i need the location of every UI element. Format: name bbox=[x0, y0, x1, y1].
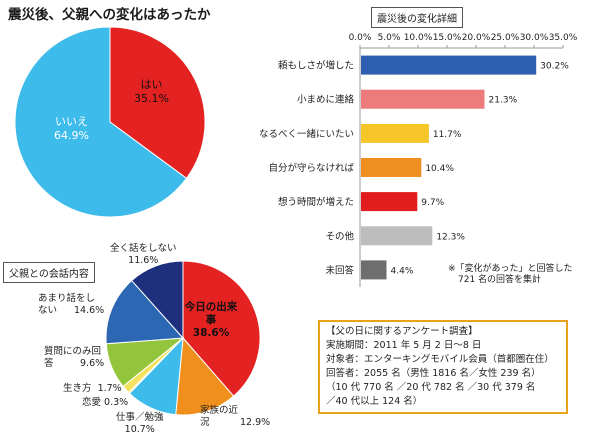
pie1-slice-0 bbox=[109, 26, 206, 180]
pie2-label-rarely: あまり話をしない 14.6% bbox=[38, 293, 104, 317]
pie2-work-name: 仕事／勉強 bbox=[116, 412, 164, 423]
bar-5 bbox=[361, 226, 433, 246]
pie2-love-name: 恋愛 bbox=[82, 397, 102, 408]
bar-3 bbox=[361, 158, 422, 177]
pie2-chart bbox=[105, 260, 261, 416]
pie2-label-work: 仕事／勉強 10.7% bbox=[116, 412, 164, 436]
bar-6 bbox=[361, 260, 387, 280]
bar-value-label-3: 10.4% bbox=[425, 164, 454, 174]
pie2-life-name: 生き方 bbox=[63, 383, 92, 394]
pie2-love-value: 0.3% bbox=[104, 397, 129, 408]
pie1-chart bbox=[14, 26, 206, 218]
bar-tick-label-1: 5.0% bbox=[378, 33, 401, 43]
pie1-no-value: 64.9% bbox=[54, 129, 89, 142]
pie2-label-love: 恋愛 0.3% bbox=[82, 397, 128, 409]
pie2-slice-1 bbox=[175, 336, 235, 416]
bar-value-label-6: 4.4% bbox=[391, 266, 414, 276]
pie2-never-name: 全く話をしない bbox=[110, 243, 177, 254]
bar-category-label-4: 想う時間が増えた bbox=[278, 196, 354, 208]
survey-period: 実施期間：2011 年 5 月 2 日〜8 日 bbox=[326, 340, 482, 351]
survey-respondents: 回答者：2055 名（男性 1816 名／女性 239 名） bbox=[326, 368, 541, 379]
bar-category-label-6: 未回答 bbox=[325, 264, 354, 276]
pie2-never-value: 11.6% bbox=[128, 255, 159, 266]
bar-note: ※「変化があった」と回答した 721 名の回答を集計 bbox=[448, 264, 573, 286]
bar-value-label-2: 11.7% bbox=[433, 130, 462, 140]
survey-info-box: 【父の日に関するアンケート調査】 実施期間：2011 年 5 月 2 日〜8 日… bbox=[318, 320, 568, 414]
pie2-today-name: 今日の出来事 bbox=[184, 301, 238, 326]
pie2-answer-value: 9.6% bbox=[80, 358, 105, 369]
bar-tick-label-7: 35.0% bbox=[549, 33, 578, 43]
bar-4 bbox=[361, 192, 418, 212]
pie1-no-name: いいえ bbox=[54, 115, 88, 128]
pie2-rarely-value: 14.6% bbox=[74, 305, 105, 316]
pie2-slice-0 bbox=[182, 260, 261, 397]
bar-tick-label-4: 20.0% bbox=[462, 33, 491, 43]
bar-tick-label-6: 30.0% bbox=[520, 33, 549, 43]
survey-target: 対象者：エンターキングモバイル会員（首都圏在住） bbox=[326, 354, 554, 365]
bar-category-label-0: 頼もしさが増した bbox=[278, 60, 354, 72]
bar-category-label-5: その他 bbox=[325, 230, 354, 242]
bar-value-label-0: 30.2% bbox=[540, 62, 569, 72]
pie2-family-value: 12.9% bbox=[240, 417, 271, 428]
bar-category-label-1: 小まめに連絡 bbox=[297, 94, 355, 106]
pie2-slice-6 bbox=[105, 279, 185, 345]
bar-note-line-2: 721 名の回答を集計 bbox=[458, 275, 542, 285]
pie2-life-value: 1.7% bbox=[97, 383, 122, 394]
pie2-label-today: 今日の出来事 38.6% bbox=[184, 301, 238, 340]
survey-age-breakdown-2: ／40 代以上 124 名） bbox=[326, 396, 423, 407]
bar-category-label-2: なるべく一緒にいたい bbox=[259, 128, 354, 140]
pie1-label-yes: はい 35.1% bbox=[134, 78, 169, 106]
bar-chart-title: 震災後の変化詳細 bbox=[371, 7, 463, 28]
pie2-label-answer: 質問にのみ回答 9.6% bbox=[44, 346, 108, 370]
pie2-label-family: 家族の近況 12.9% bbox=[200, 405, 270, 429]
pie2-answer-name: 質問にのみ回答 bbox=[44, 346, 102, 369]
pie2-label-life: 生き方 1.7% bbox=[63, 383, 122, 395]
pie1-yes-name: はい bbox=[140, 78, 163, 91]
bar-1 bbox=[361, 89, 485, 109]
pie1-yes-value: 35.1% bbox=[134, 92, 169, 105]
pie1-title: 震災後、父親への変化はあったか bbox=[8, 7, 211, 23]
bar-0 bbox=[361, 55, 537, 75]
pie2-rarely-name: あまり話をしない bbox=[38, 293, 96, 316]
bar-value-label-4: 9.7% bbox=[421, 198, 444, 208]
bar-tick-label-5: 25.0% bbox=[491, 33, 520, 43]
bar-value-label-5: 12.3% bbox=[436, 232, 465, 242]
pie2-work-value: 10.7% bbox=[124, 424, 155, 435]
survey-title: 【父の日に関するアンケート調査】 bbox=[326, 326, 478, 337]
bar-category-label-3: 自分が守らなければ bbox=[268, 162, 354, 174]
pie2-slice-7 bbox=[131, 260, 184, 340]
pie1-label-no: いいえ 64.9% bbox=[54, 115, 89, 143]
pie2-today-value: 38.6% bbox=[192, 327, 230, 339]
bar-chart: 0.0% 5.0% 10.0% 15.0% 20.0% 25.0% 30.0% 35.0% 頼も… bbox=[259, 33, 578, 287]
pie2-label-never: 全く話をしない 11.6% bbox=[110, 243, 177, 267]
bar-value-label-1: 21.3% bbox=[489, 96, 518, 106]
bar-2 bbox=[361, 123, 429, 143]
pie2-title: 父親との会話内容 bbox=[3, 262, 95, 283]
pie1-slice-1 bbox=[14, 26, 188, 218]
survey-age-breakdown-1: （10 代 770 名 ／20 代 782 名 ／30 代 379 名 bbox=[326, 382, 536, 393]
bar-tick-label-0: 0.0% bbox=[349, 33, 372, 43]
bar-note-line-1: ※「変化があった」と回答した bbox=[448, 264, 573, 274]
pie2-family-name: 家族の近況 bbox=[200, 405, 239, 428]
bar-tick-label-3: 15.0% bbox=[433, 33, 462, 43]
bar-tick-label-2: 10.0% bbox=[404, 33, 433, 43]
